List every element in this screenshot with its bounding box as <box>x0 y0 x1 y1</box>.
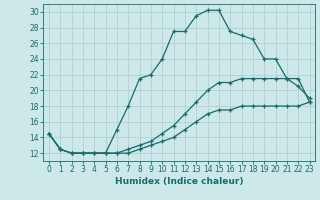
X-axis label: Humidex (Indice chaleur): Humidex (Indice chaleur) <box>115 177 244 186</box>
